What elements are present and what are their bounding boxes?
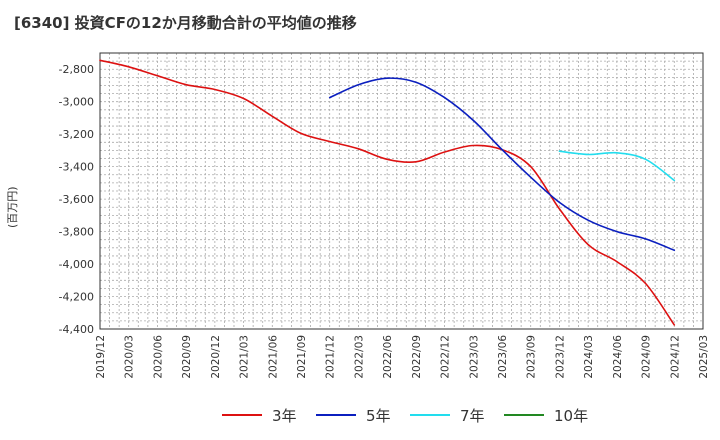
legend-item-7y[interactable]: 7年 [410,403,485,427]
legend-label-5y: 5年 [366,406,391,425]
plot-area-frame [99,52,704,330]
y-tick-label: -3,600 [59,193,94,206]
series-line-2 [558,150,676,182]
x-tick-label: 2024/09 [641,335,653,379]
x-tick-label: 2022/09 [411,335,423,379]
x-tick-label: 2020/12 [210,335,222,379]
x-tick-label: 2024/06 [612,335,624,379]
legend-label-10y: 10年 [554,406,589,425]
x-tick-label: 2025/03 [698,335,710,379]
legend: 3年 5年 7年 10年 [0,403,720,427]
x-tick-label: 2023/12 [554,335,566,379]
x-tick-label: 2024/12 [669,335,681,379]
x-tick-label: 2020/09 [181,335,193,379]
x-tick-label: 2021/03 [239,335,251,379]
legend-label-7y: 7年 [460,406,485,425]
x-tick-label: 2021/12 [325,335,337,379]
x-tick-label: 2022/12 [440,335,452,379]
y-tick-label: -4,200 [59,291,94,304]
y-tick-label: -4,000 [59,258,94,271]
x-axis-ticks: 2019/12 2020/03 2020/06 2020/09 2020/12 2021/… [95,335,710,379]
legend-swatch-3y [222,414,262,416]
chart-title: [6340] 投資CFの12か月移動合計の平均値の推移 [14,14,357,32]
x-tick-label: 2020/06 [152,335,164,379]
x-tick-label: 2024/03 [583,335,595,379]
legend-label-3y: 3年 [272,406,297,425]
legend-swatch-10y [504,414,544,416]
x-tick-label: 2023/09 [526,335,538,379]
series-lines [99,59,676,326]
x-tick-label: 2019/12 [95,335,107,379]
series-line-0 [99,59,676,326]
y-tick-label: -3,400 [59,161,94,174]
x-tick-label: 2023/06 [497,335,509,379]
y-tick-label: -3,800 [59,226,94,239]
legend-swatch-7y [410,414,450,416]
legend-item-3y[interactable]: 3年 [222,403,297,427]
x-tick-label: 2020/03 [124,335,136,379]
legend-item-10y[interactable]: 10年 [504,403,588,427]
y-tick-label: -4,400 [59,323,94,336]
gridlines [99,52,704,330]
legend-swatch-5y [316,414,356,416]
x-tick-label: 2021/09 [296,335,308,379]
line-chart: -2,800 -3,000 -3,200 -3,400 -3,600 -3,800 -4,0… [59,52,710,379]
legend-item-5y[interactable]: 5年 [316,403,391,427]
x-tick-label: 2021/06 [267,335,279,379]
y-axis-ticks: -2,800 -3,000 -3,200 -3,400 -3,600 -3,800 -4,0… [59,63,94,336]
y-tick-label: -3,000 [59,96,94,109]
y-tick-label: -3,200 [59,128,94,141]
x-tick-label: 2023/03 [468,335,480,379]
series-line-1 [328,77,676,252]
x-tick-label: 2022/03 [353,335,365,379]
y-tick-label: -2,800 [59,63,94,76]
x-tick-label: 2022/06 [382,335,394,379]
